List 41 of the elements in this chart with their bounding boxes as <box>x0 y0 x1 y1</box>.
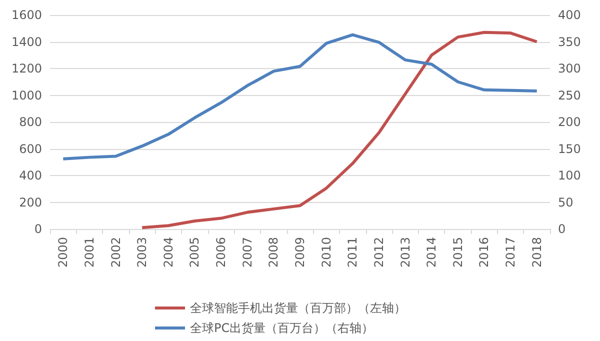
y2-tick-label: 350 <box>558 34 581 49</box>
y2-tick-label: 150 <box>558 142 581 156</box>
x-tick-label: 2018 <box>530 237 544 268</box>
y-tick-label: 600 <box>19 142 42 156</box>
x-tick-label: 2009 <box>293 237 307 268</box>
x-tick-label: 2007 <box>240 237 254 268</box>
y2-tick-label: 300 <box>558 62 581 76</box>
x-tick-label: 2003 <box>135 237 150 268</box>
x-tick-label: 2006 <box>214 237 228 268</box>
y-tick-label: 200 <box>19 195 42 210</box>
line-series <box>140 30 538 230</box>
x-tick-label: 2013 <box>398 237 412 268</box>
x-tick-label: 2000 <box>56 237 70 268</box>
line-series <box>62 33 538 160</box>
legend-label: 全球智能手机出货量（百万部）（左轴） <box>190 301 406 315</box>
x-tick-label: 2004 <box>161 237 176 268</box>
y2-tick-label: 250 <box>558 88 581 102</box>
x-tick-label: 2015 <box>450 237 465 268</box>
legend-label: 全球PC出货量（百万台）（右轴） <box>190 321 374 335</box>
y2-tick-label: 200 <box>558 115 581 129</box>
y-tick-label: 1400 <box>11 34 42 49</box>
x-tick-label: 2016 <box>477 237 492 268</box>
y2-tick-label: 400 <box>558 8 581 22</box>
y2-tick-label: 0 <box>558 222 566 236</box>
x-tick-label: 2005 <box>188 237 202 268</box>
x-tick-label: 2010 <box>319 237 334 268</box>
x-tick-label: 2002 <box>108 237 123 268</box>
y-tick-label: 1000 <box>11 88 42 102</box>
x-tick-label: 2014 <box>424 237 439 268</box>
y-tick-label: 400 <box>19 168 42 182</box>
x-tick-label: 2008 <box>266 237 281 268</box>
x-tick-label: 2017 <box>504 237 518 268</box>
y2-tick-label: 100 <box>558 168 581 182</box>
y-tick-label: 1600 <box>11 8 42 22</box>
x-tick-label: 2001 <box>82 237 96 268</box>
y-tick-label: 1200 <box>11 62 42 76</box>
x-tick-label: 2011 <box>346 237 360 268</box>
x-tick-label: 2012 <box>372 237 386 268</box>
y2-tick-label: 50 <box>558 195 574 210</box>
y-tick-label: 800 <box>19 115 42 129</box>
y-tick-label: 0 <box>34 222 42 236</box>
